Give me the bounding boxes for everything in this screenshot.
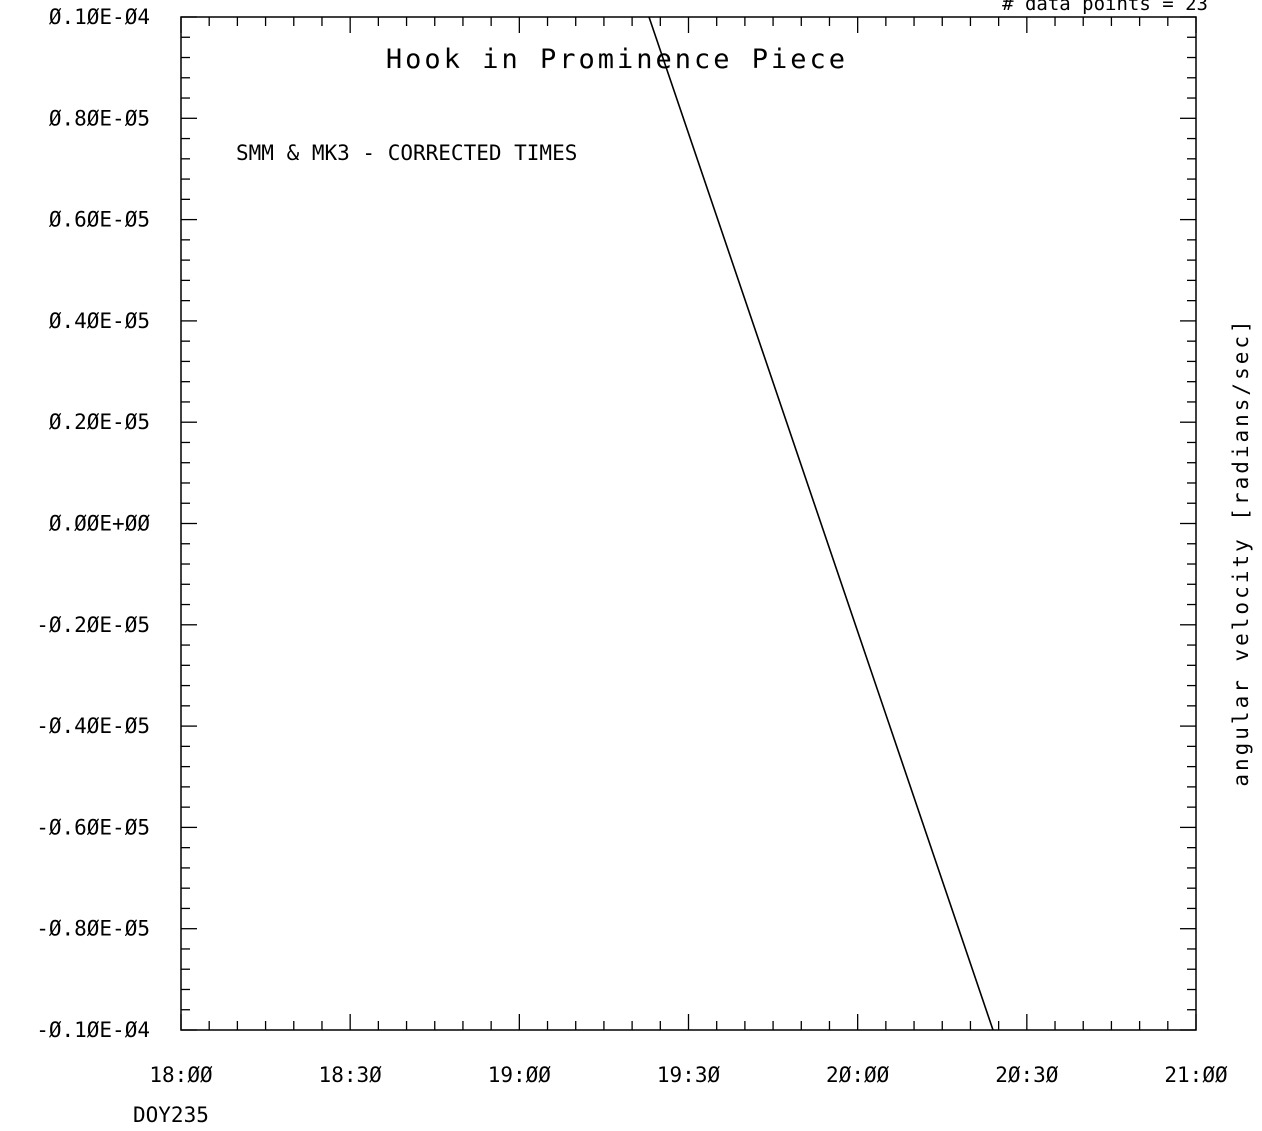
x-tick-label: 18:ØØ (149, 1063, 213, 1087)
y-tick-label: Ø.1ØE-Ø4 (49, 5, 150, 29)
y-tick-label: -Ø.6ØE-Ø5 (36, 815, 150, 839)
y-tick-label: -Ø.8ØE-Ø5 (36, 917, 150, 941)
y-tick-label: Ø.ØØE+ØØ (49, 512, 151, 536)
x-tick-labels: 18:ØØ 18:3Ø 19:ØØ 19:3Ø 2Ø:ØØ 2Ø:3Ø 21:ØØ (149, 1063, 1228, 1087)
y-tick-label: -Ø.4ØE-Ø5 (36, 714, 150, 738)
x-tick-label: 19:3Ø (657, 1063, 721, 1087)
plot-frame (180, 16, 1197, 1031)
y-tick-label: Ø.6ØE-Ø5 (49, 208, 150, 232)
y-tick-labels: Ø.1ØE-Ø4 Ø.8ØE-Ø5 Ø.6ØE-Ø5 Ø.4ØE-Ø5 Ø.2ØE-Ø5… (36, 5, 150, 1042)
series-layer (648, 16, 994, 1031)
x-tick-label: 21:ØØ (1164, 1063, 1228, 1087)
y-tick-label: -Ø.1ØE-Ø4 (36, 1018, 150, 1042)
x-tick-label: 19:ØØ (488, 1063, 552, 1087)
y-tick-label: Ø.8ØE-Ø5 (49, 106, 150, 130)
y-tick-label: -Ø.2ØE-Ø5 (36, 613, 150, 637)
x-tick-label: 2Ø:3Ø (995, 1063, 1059, 1087)
data-points-note: # data points = 23 (1002, 0, 1208, 15)
chart-annotation: SMM & MK3 - CORRECTED TIMES (236, 141, 577, 165)
series-line-0 (648, 16, 994, 1031)
x-tick-label: 2Ø:ØØ (826, 1063, 890, 1087)
x-tick-label: 18:3Ø (319, 1063, 383, 1087)
y-tick-label: Ø.4ØE-Ø5 (49, 309, 150, 333)
y-axis-label: angular velocity [radians/sec] (1229, 317, 1253, 786)
x-axis-caption: DOY235 (133, 1103, 209, 1127)
y-tick-label: Ø.2ØE-Ø5 (49, 410, 150, 434)
chart-title: Hook in Prominence Piece (386, 44, 848, 75)
tick-marks (180, 16, 1197, 1031)
